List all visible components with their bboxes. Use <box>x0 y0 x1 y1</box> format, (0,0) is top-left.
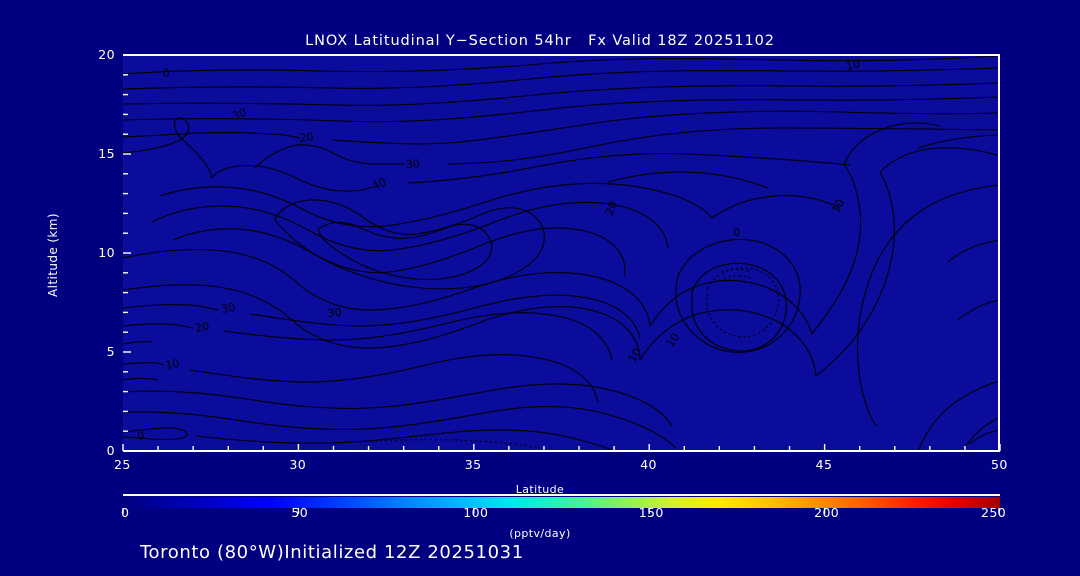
colorbar[interactable] <box>123 494 1000 514</box>
x-tick-label: 30 <box>289 457 307 472</box>
svg-text:0: 0 <box>162 66 170 80</box>
svg-text:10: 10 <box>664 331 683 350</box>
y-axis-label: Altitude (km) <box>46 213 60 297</box>
colorbar-tick-label: 100 <box>463 505 489 520</box>
svg-text:30: 30 <box>220 301 236 316</box>
x-tick-label: 50 <box>991 457 1008 472</box>
contour-lines <box>123 55 1000 452</box>
y-tick-label: 5 <box>106 344 115 359</box>
y-axis-ticks <box>123 54 131 452</box>
svg-text:10: 10 <box>626 346 644 365</box>
colorbar-units: (pptv/day) <box>509 527 571 540</box>
svg-text:20: 20 <box>299 130 314 145</box>
colorbar-top-rule <box>123 494 1000 496</box>
svg-text:0: 0 <box>733 226 740 239</box>
colorbar-tick-label: 0 <box>121 505 130 520</box>
colorbar-gradient <box>123 497 1000 508</box>
colorbar-title: Latitude <box>515 483 565 496</box>
svg-text:10: 10 <box>829 197 847 215</box>
y-tick-label: 10 <box>98 245 115 260</box>
svg-text:30: 30 <box>405 157 420 171</box>
svg-text:30: 30 <box>231 106 249 123</box>
x-tick-label: 45 <box>815 457 833 472</box>
chart-title: LNOX Latitudinal Y−Section 54hr Fx Valid… <box>305 33 775 49</box>
x-tick-label: 25 <box>114 457 131 472</box>
colorbar-tick-label: 150 <box>638 505 664 520</box>
y-tick-label: 20 <box>98 47 115 62</box>
contour-labels: 0 10 20 30 30 40 20 0 10 10 10 30 30 20 … <box>136 57 861 443</box>
plot-background <box>123 54 1000 452</box>
svg-text:0: 0 <box>136 429 145 443</box>
svg-text:20: 20 <box>194 320 210 335</box>
svg-text:40: 40 <box>370 175 388 192</box>
svg-text:20: 20 <box>603 199 620 217</box>
colorbar-tick-label: 250 <box>981 505 1007 520</box>
x-tick-label: 40 <box>640 457 657 472</box>
footer-text: Toronto (80°W)Initialized 12Z 20251031 <box>140 542 524 563</box>
colorbar-tick-label: 50 <box>291 505 309 520</box>
x-axis-ticks <box>122 444 1001 451</box>
svg-text:10: 10 <box>845 57 861 73</box>
y-tick-label: 15 <box>98 146 115 161</box>
x-tick-label: 35 <box>464 457 482 472</box>
colorbar-ticks <box>122 508 1000 514</box>
colorbar-tick-label: 200 <box>814 505 840 520</box>
y-tick-label: 0 <box>106 443 115 458</box>
svg-text:10: 10 <box>164 357 180 372</box>
plot-frame <box>123 54 1000 452</box>
svg-text:30: 30 <box>327 306 342 320</box>
